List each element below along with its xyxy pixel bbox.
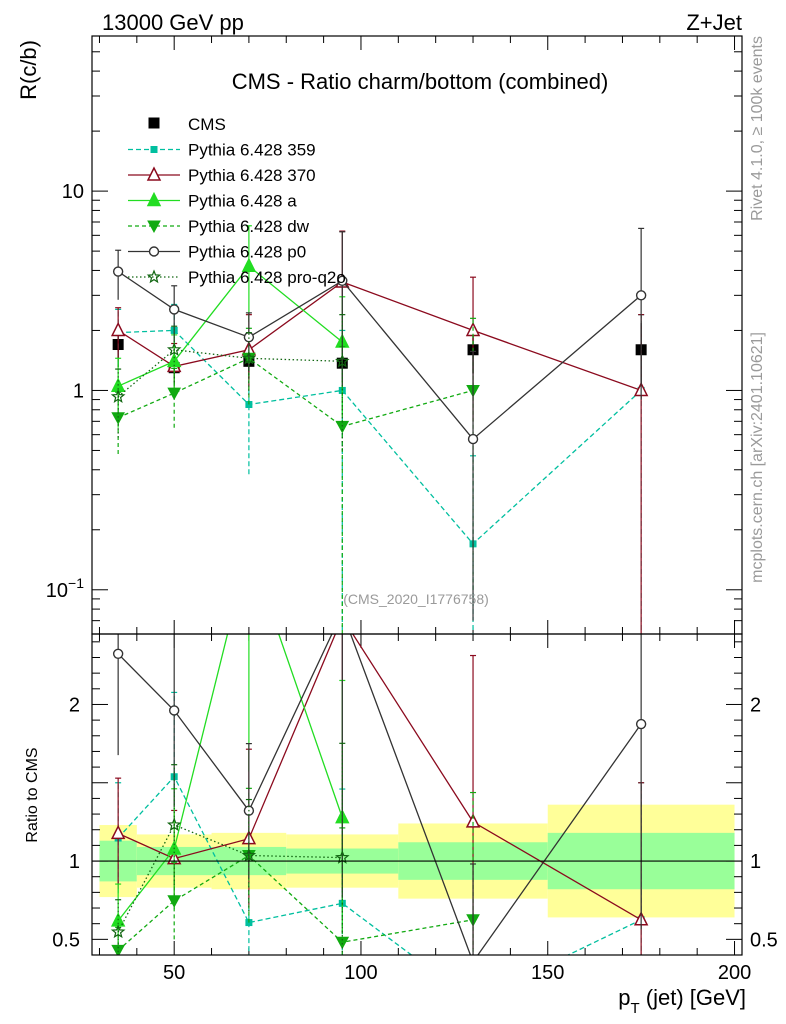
x-axis-label: pT (jet) [GeV] xyxy=(618,985,746,1017)
x-tick-label: 150 xyxy=(531,962,564,984)
series-4-point xyxy=(170,305,179,314)
series-4-ratio-point xyxy=(469,957,478,966)
y-tick-label: 10−1 xyxy=(46,575,84,602)
series-4-line xyxy=(118,272,641,440)
series-4-ratio-point xyxy=(114,649,123,658)
legend-marker-2 xyxy=(148,194,160,206)
ratio-y-tick-label-right: 1 xyxy=(750,851,761,873)
series-3-point xyxy=(168,388,180,399)
y-tick-label-base: 10 xyxy=(46,580,68,602)
series-2-ratio-point xyxy=(243,541,255,553)
y-tick-label-base: 1 xyxy=(73,380,84,402)
series-4-point xyxy=(114,267,123,276)
ratio-y-axis-label: Ratio to CMS xyxy=(24,747,41,842)
watermark: (CMS_2020_I1776758) xyxy=(343,591,489,607)
legend-label-3: Pythia 6.428 dw xyxy=(188,217,310,236)
header-right: Z+Jet xyxy=(686,10,742,35)
ratio-y-tick-label-right: 2 xyxy=(750,694,761,716)
series-5-line xyxy=(118,350,342,397)
side-label-top: Rivet 4.1.0, ≥ 100k events xyxy=(749,36,766,221)
legend-label-2: Pythia 6.428 a xyxy=(188,192,297,211)
x-tick-label: 50 xyxy=(163,962,185,984)
x-axis-label-main: p xyxy=(618,985,630,1010)
y-tick-label: 1 xyxy=(73,380,84,402)
series-3-ratio-point xyxy=(168,896,180,907)
series-3-point xyxy=(112,413,124,424)
series-1-point xyxy=(112,323,124,335)
series-1-line xyxy=(118,282,641,390)
chart-title: CMS - Ratio charm/bottom (combined) xyxy=(232,69,609,94)
series-0-ratio-point xyxy=(470,997,477,1004)
legend-marker-4 xyxy=(150,247,159,256)
series-4-point xyxy=(637,291,646,300)
x-axis-label-sub: T xyxy=(630,1000,639,1017)
ratio-y-tick-label-right: 0.5 xyxy=(750,929,778,951)
legend-marker-5 xyxy=(148,271,159,282)
series-4-ratio-point xyxy=(170,706,179,715)
legend: CMS Pythia 6.428 359 Pythia 6.428 370 Pythi… xyxy=(128,115,346,287)
header-left: 13000 GeV pp xyxy=(102,10,244,35)
ratio-y-tick-label: 1 xyxy=(69,851,80,873)
series-4-ratio-point xyxy=(637,720,646,729)
y-tick-label-base: 10 xyxy=(62,181,84,203)
ratio-y-tick-label: 2 xyxy=(69,694,80,716)
series-4-point xyxy=(469,435,478,444)
ratio-y-tick-label: 0.5 xyxy=(52,929,80,951)
x-tick-label: 100 xyxy=(344,962,377,984)
y-tick-label: 10 xyxy=(62,181,84,203)
x-tick-label: 200 xyxy=(718,962,751,984)
x-axis-label-rest: (jet) [GeV] xyxy=(640,985,746,1010)
main-plot-series xyxy=(112,226,647,694)
series-3-point xyxy=(336,421,348,432)
legend-label-5: Pythia 6.428 pro-q2o xyxy=(188,268,346,287)
legend-marker-1 xyxy=(148,168,160,180)
legend-label-0: Pythia 6.428 359 xyxy=(188,141,316,160)
legend-label-cms: CMS xyxy=(188,115,226,134)
legend-marker-0 xyxy=(151,146,158,153)
side-label-bottom: mcplots.cern.ch [arXiv:2401.10621] xyxy=(749,332,766,583)
chart: 50 100 150 20010−11100.5 0.51 12 2 13000 GeV p… xyxy=(0,0,786,1024)
y-tick-label-exp: −1 xyxy=(68,575,84,591)
legend-marker-cms xyxy=(149,118,160,129)
legend-label-4: Pythia 6.428 p0 xyxy=(188,243,306,262)
series-3-ratio-point xyxy=(336,937,348,948)
legend-label-1: Pythia 6.428 370 xyxy=(188,166,316,185)
y-axis-label: R(c/b) xyxy=(16,40,41,100)
